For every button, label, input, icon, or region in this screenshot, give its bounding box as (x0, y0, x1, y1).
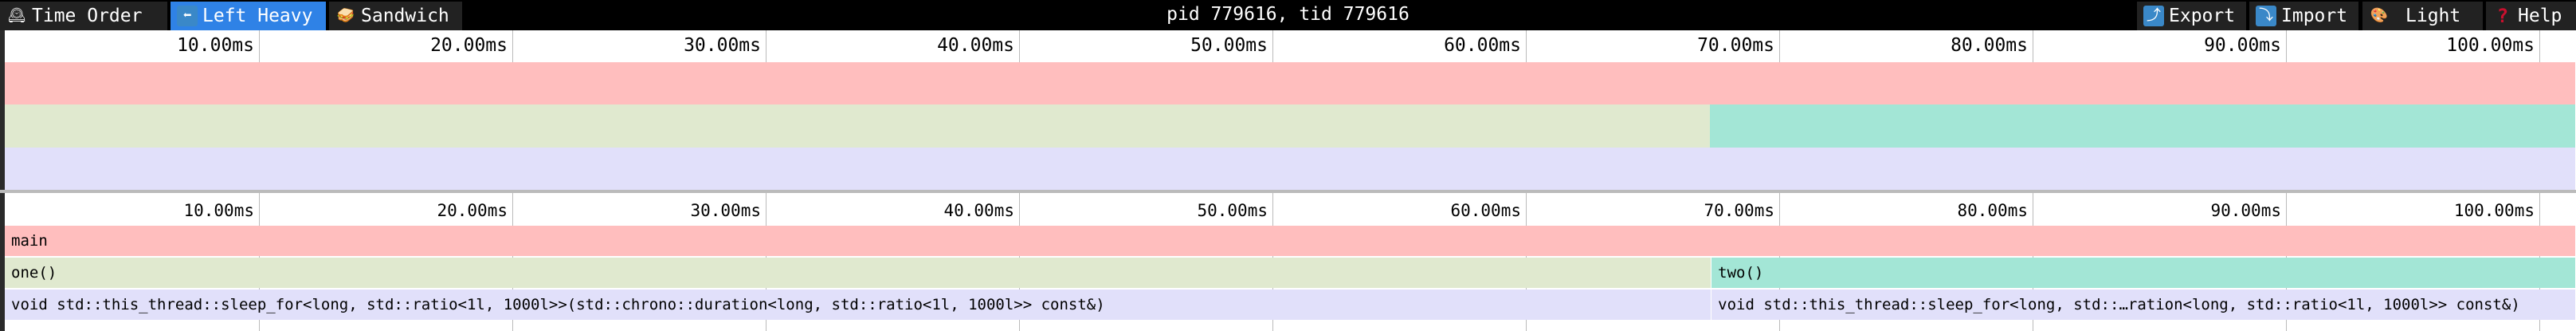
ruler-tick-label: 60.00ms (1450, 201, 1521, 220)
ruler-tick-label: 90.00ms (2210, 201, 2281, 220)
profile-title: pid 779616, tid 779616 (1166, 4, 1410, 25)
palette-icon: 🎨 (2370, 7, 2389, 24)
ruler-tick-label: 90.00ms (2204, 35, 2281, 56)
ruler-tick-label: 20.00ms (430, 35, 508, 56)
tab-sandwich[interactable]: 🥪 Sandwich (329, 2, 462, 30)
frame-label: one() (11, 264, 57, 282)
ruler-tick-label: 30.00ms (684, 35, 761, 56)
tab-label: Sandwich (361, 6, 449, 26)
frame-label: void std::this_thread::sleep_for<long, s… (11, 296, 1105, 313)
left-arrow-icon: ⬅ (177, 6, 198, 26)
ruler-tick-label: 60.00ms (1444, 35, 1521, 56)
ruler-tick-label: 40.00ms (937, 35, 1014, 56)
toolbar: pid 779616, tid 779616 🕰 Time Order ⬅ Le… (0, 0, 2576, 30)
ruler-tick-label: 40.00ms (943, 201, 1014, 220)
ruler-tick-label: 30.00ms (690, 201, 761, 220)
flame-frame[interactable]: one() (5, 258, 1711, 288)
flamegraph-main[interactable]: 10.00ms 20.00ms 30.00ms 40.00ms 50.00ms 60.00… (5, 193, 2576, 331)
mantel-clock-icon: 🕰 (7, 7, 26, 24)
tab-label: Time Order (32, 6, 143, 26)
tab-time-order[interactable]: 🕰 Time Order (0, 2, 167, 30)
theme-light-button[interactable]: 🎨 Light (2362, 2, 2483, 30)
flame-frame[interactable] (1710, 147, 2575, 190)
left-edge (0, 30, 5, 331)
ruler-tick-label: 10.00ms (177, 35, 254, 56)
ruler-tick-label: 50.00ms (1190, 35, 1268, 56)
ruler-tick-label: 10.00ms (183, 201, 254, 220)
export-label: Export (2169, 6, 2236, 26)
flamegraph-minimap[interactable]: 10.00ms 20.00ms 30.00ms 40.00ms 50.00ms 60.00… (5, 30, 2576, 190)
question-icon: ? (2496, 5, 2509, 27)
export-icon: ⤴ (2143, 6, 2164, 26)
sandwich-icon: 🥪 (336, 7, 355, 24)
ruler-tick-label: 100.00ms (2453, 201, 2535, 220)
minimap-divider[interactable] (0, 190, 2576, 193)
flame-frame[interactable] (5, 104, 1711, 148)
import-button[interactable]: ⤵ Import (2249, 2, 2358, 30)
help-button[interactable]: ? Help (2486, 2, 2576, 30)
import-icon: ⤵ (2256, 6, 2276, 26)
frame-label: void std::this_thread::sleep_for<long, s… (1718, 296, 2520, 313)
help-label: Help (2518, 6, 2562, 26)
ruler-tick-label: 20.00ms (437, 201, 508, 220)
frame-label: main (11, 232, 48, 250)
ruler-tick-label: 80.00ms (1951, 35, 2028, 56)
flame-frame[interactable]: two() (1711, 258, 2575, 288)
ruler-tick-label: 100.00ms (2446, 35, 2535, 56)
flame-frame[interactable]: main (5, 226, 2575, 256)
flame-frame[interactable]: void std::this_thread::sleep_for<long, s… (1711, 290, 2575, 320)
ruler-tick-label: 70.00ms (1704, 201, 1774, 220)
ruler-tick-label: 70.00ms (1697, 35, 1774, 56)
tab-left-heavy[interactable]: ⬅ Left Heavy (171, 2, 326, 30)
frame-label: two() (1718, 264, 1764, 282)
flame-frame[interactable] (5, 147, 1711, 190)
ruler-tick-label: 80.00ms (1957, 201, 2028, 220)
flame-frame[interactable] (1710, 104, 2575, 148)
flame-frame[interactable] (5, 62, 2575, 105)
flame-frame[interactable]: void std::this_thread::sleep_for<long, s… (5, 290, 1711, 320)
import-label: Import (2281, 6, 2348, 26)
tab-label: Left Heavy (202, 6, 313, 26)
light-label: Light (2405, 6, 2461, 26)
export-button[interactable]: ⤴ Export (2137, 2, 2246, 30)
ruler-tick-label: 50.00ms (1197, 201, 1268, 220)
